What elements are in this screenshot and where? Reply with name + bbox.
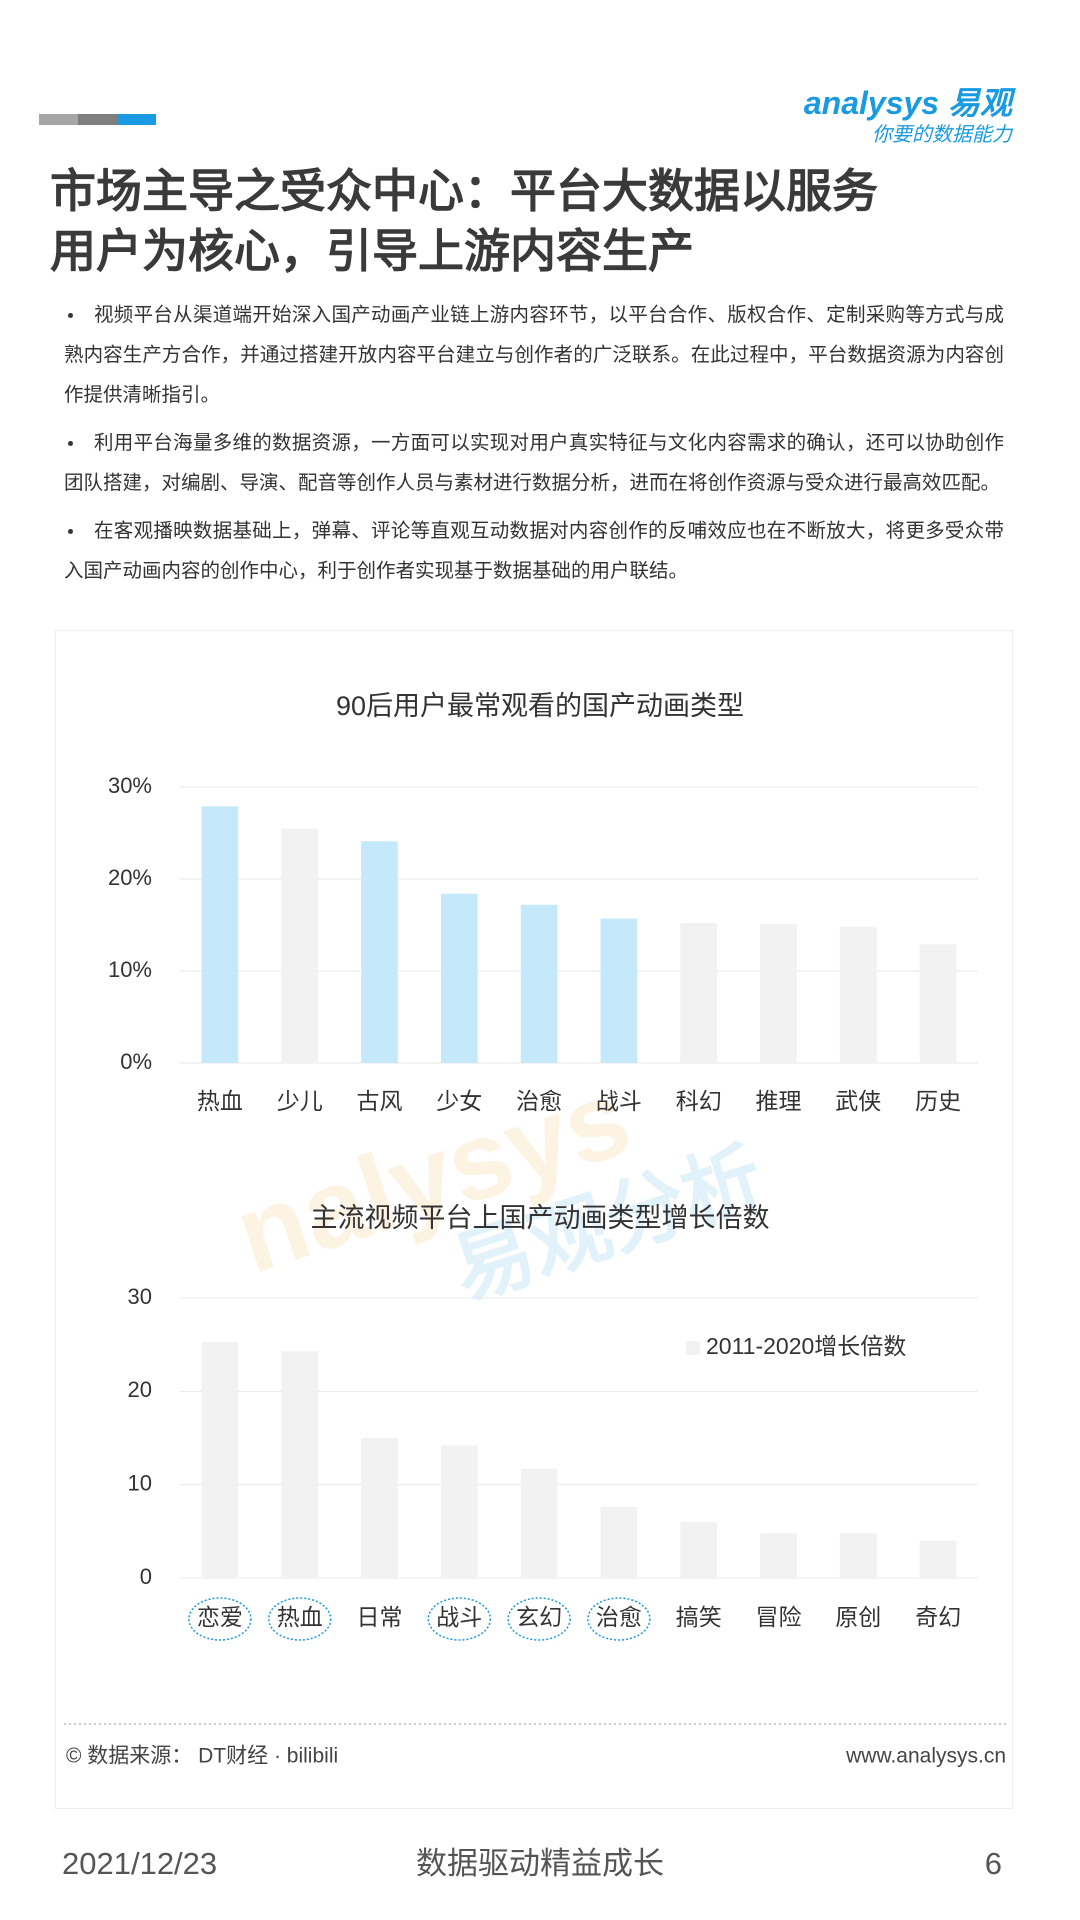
- bullet-list: 视频平台从渠道端开始深入国产动画产业链上游内容环节，以平台合作、版权合作、定制采…: [64, 295, 1004, 599]
- logo: analysys 易观: [804, 78, 1012, 124]
- bullet-item: 利用平台海量多维的数据资源，一方面可以实现对用户真实特征与文化内容需求的确认，还…: [64, 423, 1004, 503]
- website: www.analysys.cn: [845, 1745, 1006, 1768]
- y-tick-label: 30: [128, 1284, 152, 1309]
- x-tick-label: 武侠: [835, 1088, 881, 1114]
- y-tick-label: 10%: [108, 957, 152, 982]
- x-tick-label: 热血: [197, 1088, 243, 1114]
- y-tick-label: 30%: [108, 773, 152, 798]
- bar: [919, 1540, 957, 1578]
- y-tick-label: 0: [140, 1564, 152, 1589]
- bar: [839, 1533, 877, 1578]
- x-tick-label: 推理: [756, 1088, 802, 1114]
- x-tick-label: 奇幻: [915, 1604, 961, 1630]
- chart-title: 主流视频平台上国产动画类型增长倍数: [311, 1203, 770, 1233]
- bar: [839, 926, 877, 1063]
- x-tick-label: 日常: [357, 1604, 403, 1630]
- category-highlight: [587, 1597, 651, 1641]
- page-number: 6: [985, 1846, 1002, 1881]
- bar: [201, 806, 239, 1063]
- bar: [919, 944, 957, 1063]
- bar: [361, 1438, 398, 1578]
- bullet-text: 视频平台从渠道端开始深入国产动画产业链上游内容环节，以平台合作、版权合作、定制采…: [64, 304, 1004, 406]
- x-tick-label: 原创: [835, 1604, 881, 1630]
- x-tick-label: 古风: [357, 1088, 403, 1114]
- y-tick-label: 0%: [120, 1049, 152, 1074]
- footer-date: 2021/12/23: [62, 1846, 217, 1881]
- x-tick-label: 治愈: [516, 1088, 562, 1114]
- bar: [680, 923, 718, 1063]
- bar: [520, 904, 558, 1063]
- bullet-item: 视频平台从渠道端开始深入国产动画产业链上游内容环节，以平台合作、版权合作、定制采…: [64, 295, 1004, 415]
- page-title: 市场主导之受众中心：平台大数据以服务: [50, 165, 878, 217]
- legend-label: 2011-2020增长倍数: [706, 1333, 906, 1359]
- bar: [281, 828, 319, 1063]
- deco-bar: [78, 114, 117, 125]
- category-highlight: [427, 1597, 492, 1641]
- bar: [600, 1507, 638, 1578]
- x-tick-label: 恋爱: [197, 1604, 243, 1630]
- x-tick-label: 历史: [915, 1088, 961, 1114]
- bar: [440, 1445, 478, 1578]
- x-tick-label: 少女: [436, 1088, 482, 1114]
- category-highlight: [188, 1597, 252, 1641]
- logo-cn: 易观: [947, 85, 1012, 121]
- x-tick-label: 热血: [277, 1604, 323, 1630]
- bar: [520, 1468, 558, 1578]
- bar: [760, 924, 797, 1063]
- bar: [600, 918, 638, 1063]
- page-title: 用户为核心，引导上游内容生产: [50, 225, 694, 277]
- category-highlight: [507, 1597, 571, 1641]
- footer-slogan: 数据驱动精益成长: [416, 1846, 664, 1881]
- chart-title: 90后用户最常观看的国产动画类型: [336, 691, 744, 721]
- bar: [201, 1341, 239, 1578]
- bullet-item: 在客观播映数据基础上，弹幕、评论等直观互动数据对内容创作的反哺效应也在不断放大，…: [64, 511, 1004, 591]
- chart-panel: [55, 630, 1013, 1809]
- bar: [440, 893, 478, 1063]
- bar: [680, 1522, 718, 1578]
- source: © 数据来源： DT财经 · bilibili: [66, 1745, 338, 1768]
- x-tick-label: 治愈: [596, 1604, 642, 1630]
- y-tick-label: 20: [128, 1377, 152, 1402]
- category-highlight: [267, 1597, 332, 1641]
- x-tick-label: 搞笑: [676, 1604, 722, 1630]
- bullet-text: 利用平台海量多维的数据资源，一方面可以实现对用户真实特征与文化内容需求的确认，还…: [64, 432, 1004, 494]
- x-tick-label: 科幻: [676, 1088, 722, 1114]
- logo-slogan: 你要的数据能力: [872, 124, 1012, 146]
- y-tick-label: 10: [128, 1470, 152, 1495]
- x-tick-label: 少儿: [277, 1088, 323, 1114]
- bar: [760, 1533, 797, 1578]
- x-tick-label: 玄幻: [516, 1604, 562, 1630]
- x-tick-label: 战斗: [436, 1604, 482, 1630]
- legend-swatch: [686, 1341, 700, 1355]
- y-tick-label: 20%: [108, 865, 152, 890]
- x-tick-label: 战斗: [596, 1088, 642, 1114]
- logo-name: analysys: [803, 85, 940, 121]
- bar: [281, 1351, 319, 1578]
- deco-bar: [39, 114, 78, 125]
- bar: [361, 841, 398, 1063]
- bullet-text: 在客观播映数据基础上，弹幕、评论等直观互动数据对内容创作的反哺效应也在不断放大，…: [64, 520, 1004, 582]
- deco-bar: [117, 114, 156, 125]
- x-tick-label: 冒险: [756, 1604, 802, 1630]
